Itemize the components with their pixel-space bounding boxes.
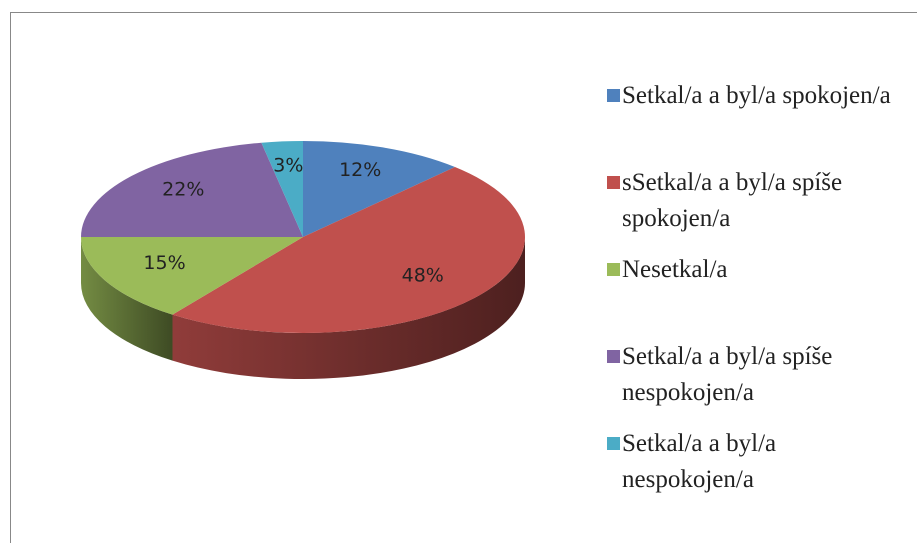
data-label: 12% <box>339 159 381 181</box>
data-label: 48% <box>402 264 444 286</box>
legend-item: Setkal/a a byl/a nespokojen/a <box>607 426 907 498</box>
data-label: 15% <box>143 252 185 274</box>
legend-swatch <box>607 437 620 450</box>
slice-side <box>172 237 526 379</box>
slice <box>303 141 455 237</box>
legend-swatch <box>607 89 620 102</box>
slice <box>172 167 526 333</box>
legend-item: sSetkal/a a byl/a spíše spokojen/a <box>607 165 907 237</box>
data-label: 3% <box>273 155 303 177</box>
slice <box>261 141 303 237</box>
legend-item: Setkal/a a byl/a spíše nespokojen/a <box>607 339 907 411</box>
legend-label: Setkal/a a byl/a spokojen/a <box>622 82 891 109</box>
data-label: 22% <box>162 179 204 201</box>
legend-swatch <box>607 263 620 276</box>
slice-side <box>80 237 173 361</box>
legend-label: sSetkal/a a byl/a spíše spokojen/a <box>622 169 843 232</box>
legend-label: Setkal/a a byl/a spíše nespokojen/a <box>622 343 833 406</box>
legend-item: Setkal/a a byl/a spokojen/a <box>607 78 907 114</box>
legend-swatch <box>607 350 620 363</box>
slice <box>80 237 303 315</box>
legend-label: Nesetkal/a <box>622 256 728 283</box>
legend-swatch <box>607 176 620 189</box>
legend-item: Nesetkal/a <box>607 252 907 288</box>
legend-label: Setkal/a a byl/a nespokojen/a <box>622 430 777 493</box>
chart-frame <box>10 12 917 543</box>
slice <box>81 142 303 237</box>
